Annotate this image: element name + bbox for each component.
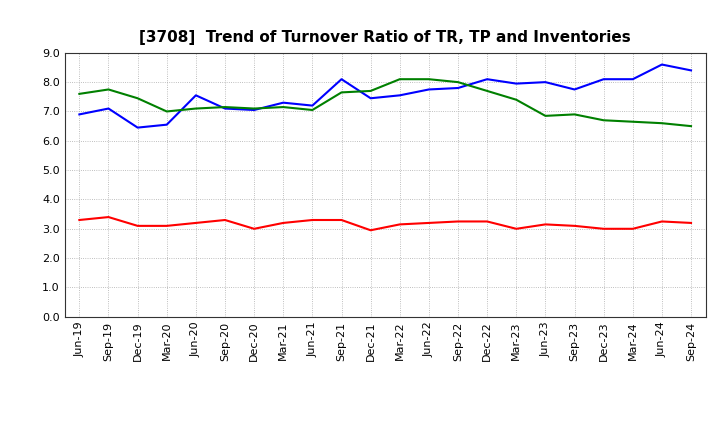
Trade Receivables xyxy=(629,226,637,231)
Inventories xyxy=(192,106,200,111)
Trade Payables xyxy=(629,77,637,82)
Trade Receivables xyxy=(163,223,171,228)
Inventories xyxy=(512,97,521,103)
Trade Payables xyxy=(133,125,142,130)
Trade Payables xyxy=(687,68,696,73)
Inventories xyxy=(308,107,317,113)
Trade Payables xyxy=(75,112,84,117)
Trade Receivables xyxy=(192,220,200,226)
Inventories xyxy=(657,121,666,126)
Line: Inventories: Inventories xyxy=(79,79,691,126)
Trade Receivables xyxy=(454,219,462,224)
Trade Payables xyxy=(425,87,433,92)
Trade Receivables xyxy=(250,226,258,231)
Inventories xyxy=(395,77,404,82)
Inventories xyxy=(454,80,462,85)
Inventories xyxy=(75,91,84,96)
Trade Payables xyxy=(570,87,579,92)
Trade Receivables xyxy=(279,220,287,226)
Trade Receivables xyxy=(337,217,346,223)
Trade Payables xyxy=(366,95,375,101)
Trade Payables xyxy=(279,100,287,105)
Trade Payables xyxy=(192,93,200,98)
Trade Payables xyxy=(250,107,258,113)
Inventories xyxy=(483,88,492,94)
Trade Payables xyxy=(395,93,404,98)
Trade Receivables xyxy=(75,217,84,223)
Inventories xyxy=(599,117,608,123)
Inventories xyxy=(220,104,229,110)
Trade Payables xyxy=(308,103,317,108)
Inventories xyxy=(163,109,171,114)
Trade Receivables xyxy=(395,222,404,227)
Trade Receivables xyxy=(133,223,142,228)
Inventories xyxy=(366,88,375,94)
Trade Payables xyxy=(599,77,608,82)
Trade Payables xyxy=(512,81,521,86)
Inventories xyxy=(687,124,696,129)
Inventories xyxy=(133,95,142,101)
Trade Receivables xyxy=(483,219,492,224)
Trade Payables xyxy=(483,77,492,82)
Trade Receivables xyxy=(512,226,521,231)
Inventories xyxy=(337,90,346,95)
Title: [3708]  Trend of Turnover Ratio of TR, TP and Inventories: [3708] Trend of Turnover Ratio of TR, TP… xyxy=(140,29,631,45)
Line: Trade Receivables: Trade Receivables xyxy=(79,217,691,230)
Inventories xyxy=(279,104,287,110)
Trade Receivables xyxy=(657,219,666,224)
Trade Payables xyxy=(220,106,229,111)
Inventories xyxy=(570,112,579,117)
Inventories xyxy=(629,119,637,125)
Inventories xyxy=(250,106,258,111)
Trade Receivables xyxy=(599,226,608,231)
Trade Receivables xyxy=(220,217,229,223)
Inventories xyxy=(104,87,113,92)
Trade Payables xyxy=(163,122,171,127)
Trade Payables xyxy=(337,77,346,82)
Trade Payables xyxy=(104,106,113,111)
Line: Trade Payables: Trade Payables xyxy=(79,65,691,128)
Trade Receivables xyxy=(570,223,579,228)
Trade Payables xyxy=(454,85,462,91)
Trade Receivables xyxy=(308,217,317,223)
Trade Receivables xyxy=(541,222,550,227)
Trade Receivables xyxy=(104,214,113,220)
Trade Receivables xyxy=(366,227,375,233)
Inventories xyxy=(541,113,550,118)
Trade Receivables xyxy=(425,220,433,226)
Trade Receivables xyxy=(687,220,696,226)
Trade Payables xyxy=(541,80,550,85)
Trade Payables xyxy=(657,62,666,67)
Inventories xyxy=(425,77,433,82)
